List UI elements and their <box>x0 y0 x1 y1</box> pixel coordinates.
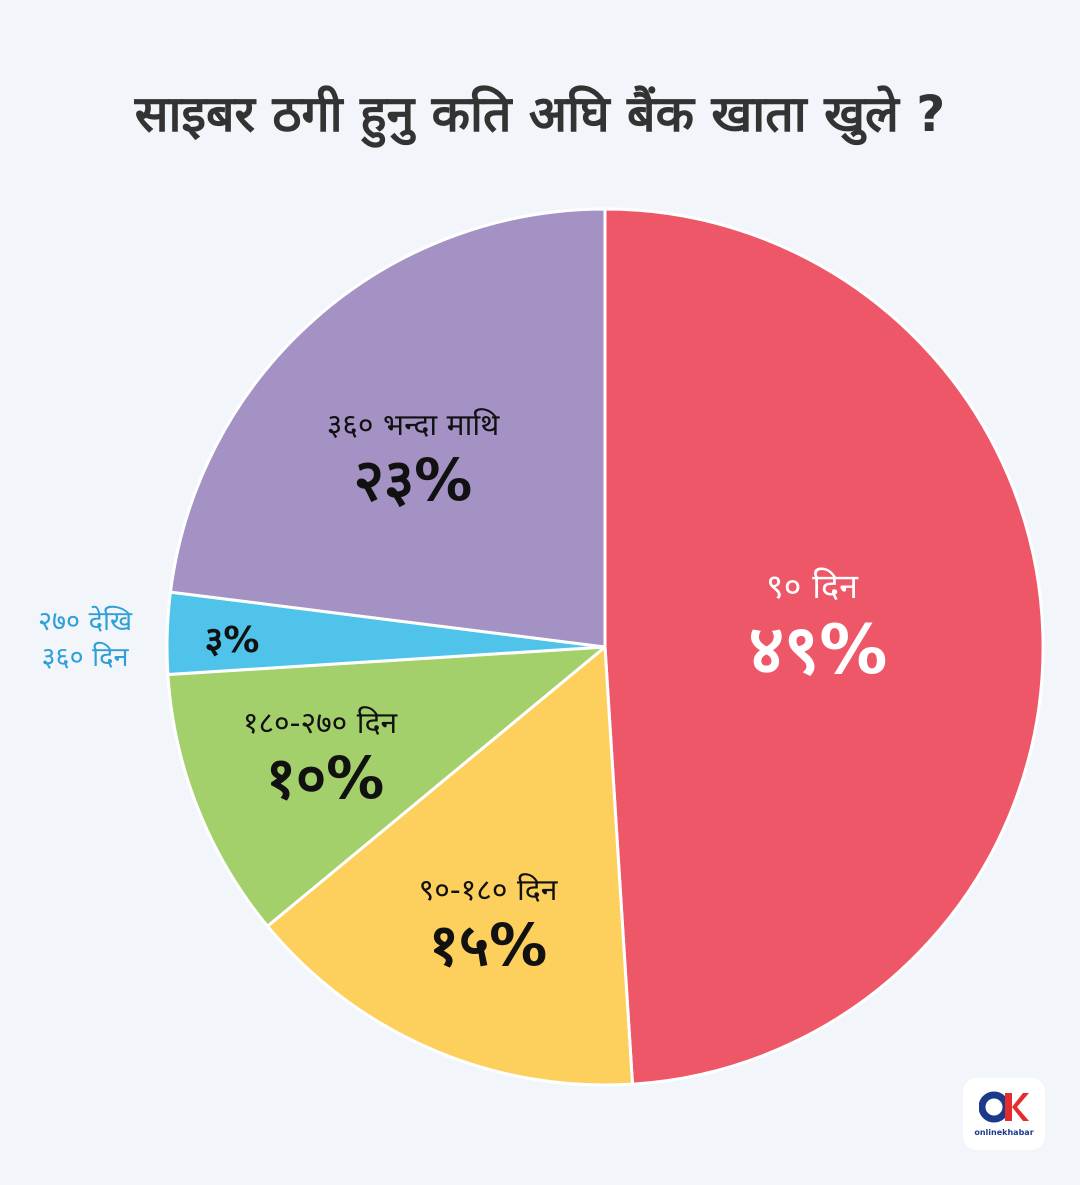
pie-slice <box>166 645 607 928</box>
logo-brand-text: onlinekhabar <box>974 1128 1034 1137</box>
pie-slice <box>603 207 1045 1086</box>
slice-label: ९०-१८० दिन <box>419 873 559 908</box>
slice-value-label: २३% <box>354 446 472 514</box>
slice-label: २७० देखि ३६० दिन <box>38 605 133 673</box>
slice-label: ९० दिन <box>766 567 859 607</box>
slice-value-label: ३% <box>205 620 260 661</box>
slice-label: ३६० भन्दा माथि <box>327 408 500 443</box>
onlinekhabar-logo: onlinekhabar <box>963 1078 1045 1150</box>
ok-logo-icon <box>979 1091 1029 1123</box>
pie-slice <box>266 645 634 1087</box>
pie-slice <box>168 207 607 649</box>
slice-label: १८०-२७० दिन <box>243 706 399 741</box>
slice-value-label: १५% <box>429 911 547 979</box>
slice-value-label: १०% <box>266 744 384 812</box>
chart-title: साइबर ठगी हुनु कति अघि बैंक खाता खुले ? <box>134 85 946 143</box>
slice-value-label: ४९% <box>749 611 888 690</box>
